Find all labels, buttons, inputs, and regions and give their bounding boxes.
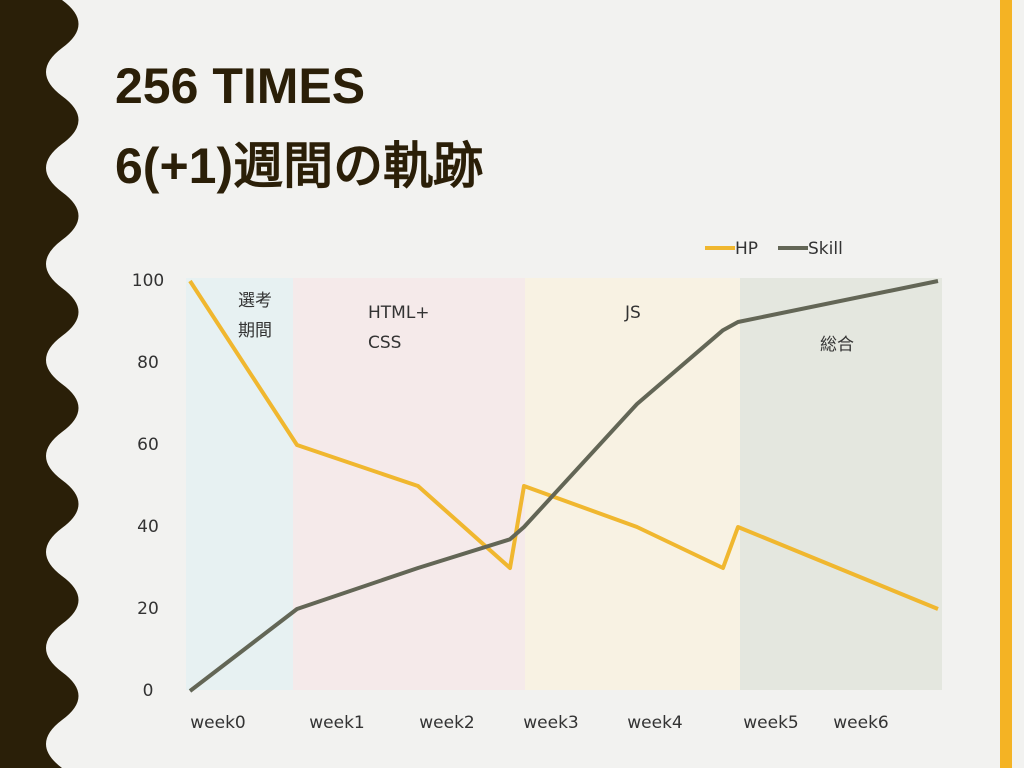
slide-title: 256 TIMES bbox=[115, 58, 365, 114]
wavy-border bbox=[0, 0, 79, 768]
series-line bbox=[188, 279, 939, 693]
x-tick-label: week0 bbox=[190, 713, 245, 733]
slide-subtitle: 6(+1)週間の軌跡 bbox=[115, 138, 483, 194]
legend-label: HP bbox=[735, 239, 758, 259]
x-tick-label: week5 bbox=[743, 713, 798, 733]
x-tick-label: week6 bbox=[833, 713, 888, 733]
y-tick-label: 0 bbox=[143, 681, 154, 701]
y-tick-label: 100 bbox=[132, 271, 164, 291]
phase-band bbox=[740, 278, 942, 690]
legend-label: Skill bbox=[808, 239, 843, 259]
series-line bbox=[188, 279, 939, 611]
y-tick-label: 40 bbox=[137, 517, 159, 537]
x-tick-label: week2 bbox=[419, 713, 474, 733]
phase-label: CSS bbox=[368, 333, 401, 353]
y-tick-label: 80 bbox=[137, 353, 159, 373]
x-tick-label: week4 bbox=[627, 713, 682, 733]
y-tick-label: 20 bbox=[137, 599, 159, 619]
x-tick-label: week1 bbox=[309, 713, 364, 733]
phase-label: JS bbox=[624, 303, 641, 323]
y-tick-label: 60 bbox=[137, 435, 159, 455]
phase-label: HTML+ bbox=[368, 303, 430, 323]
x-tick-label: week3 bbox=[523, 713, 578, 733]
phase-band bbox=[186, 278, 293, 690]
phase-label: 期間 bbox=[238, 321, 272, 341]
phase-label: 選考 bbox=[238, 291, 272, 311]
accent-strip bbox=[1000, 0, 1012, 768]
phase-label: 総合 bbox=[820, 335, 854, 355]
phase-band bbox=[525, 278, 740, 690]
